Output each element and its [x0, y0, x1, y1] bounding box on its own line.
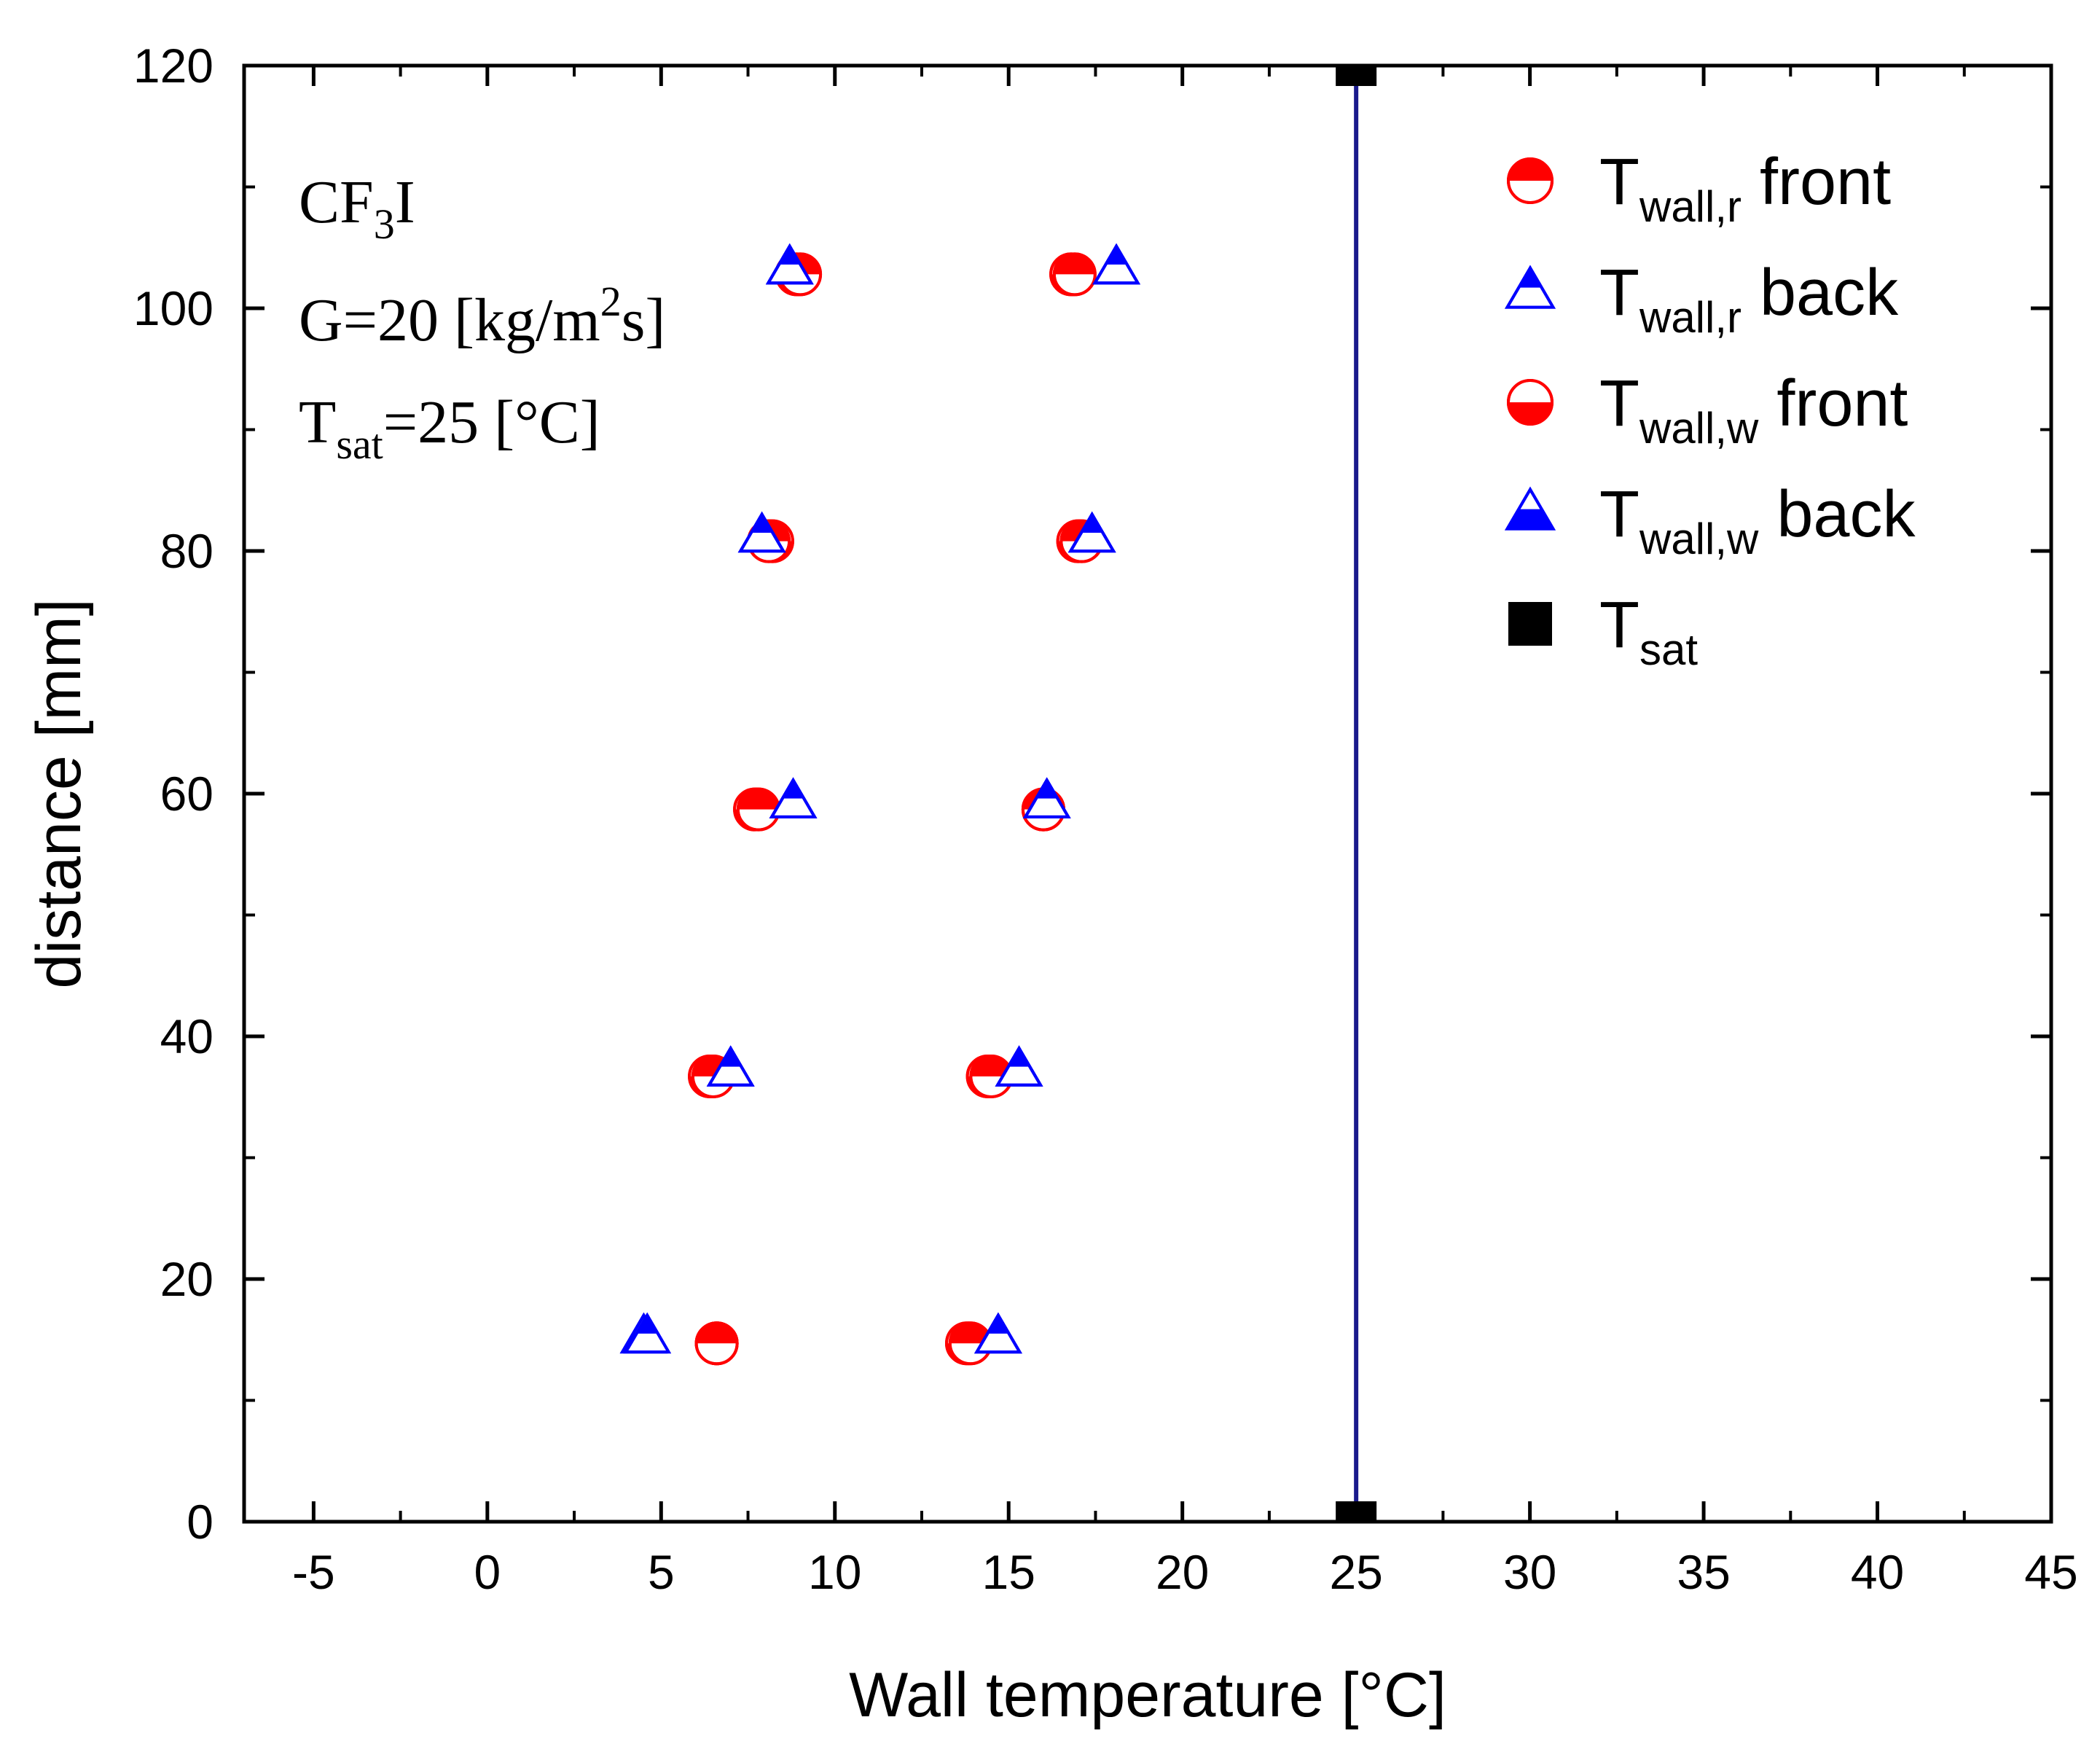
data-point: [1336, 66, 1377, 86]
x-tick-label: 25: [1329, 1545, 1382, 1599]
y-tick-label: 40: [160, 1009, 213, 1063]
legend-marker: [1507, 157, 1554, 204]
legend-item: Twall,r back: [1505, 257, 1899, 342]
data-point: [969, 1054, 1014, 1098]
legend-item: Tsat: [1508, 589, 1698, 674]
annotation-tsat: Tsat=25 [°C]: [299, 388, 600, 468]
x-tick-label: 15: [982, 1545, 1035, 1599]
legend-label: Twall,w back: [1599, 478, 1916, 563]
data-point: [765, 243, 814, 285]
data-point: [1092, 243, 1140, 285]
data-point: [1067, 511, 1116, 553]
data-point: [706, 1045, 755, 1087]
legend-item: Twall,r front: [1507, 146, 1891, 231]
legend-label: Twall,w front: [1599, 367, 1908, 453]
y-tick-label: 120: [133, 39, 213, 93]
x-tick-label: 35: [1677, 1545, 1730, 1599]
data-point: [948, 1321, 992, 1366]
legend-label: Twall,r front: [1599, 146, 1891, 231]
data-point: [737, 511, 786, 553]
legend-label: Tsat: [1599, 589, 1698, 674]
data-point: [694, 1321, 739, 1366]
annotation-mass-flux: G=20 [kg/m2s]: [299, 278, 665, 354]
data-point: [995, 1045, 1043, 1087]
x-tick-label: 0: [474, 1545, 501, 1599]
x-tick-label: 10: [808, 1545, 861, 1599]
x-tick-label: 20: [1156, 1545, 1209, 1599]
tick-labels: -5 0 5 10 15 20 25 30 35 40 45 0 20 40 60 80 100 120: [133, 39, 2078, 1599]
legend-marker: [1505, 265, 1556, 309]
series-1: [623, 243, 1140, 1354]
data-point: [1052, 252, 1097, 297]
legend-marker: [1508, 602, 1552, 646]
annotation-fluid: CF3I: [299, 168, 415, 248]
data-point: [769, 777, 818, 818]
legend-marker: [1507, 379, 1554, 426]
y-tick-label: 60: [160, 767, 213, 821]
x-tick-label: 45: [2024, 1545, 2077, 1599]
x-axis-title: Wall temperature [°C]: [849, 1660, 1446, 1730]
legend-marker: [1505, 486, 1556, 531]
y-tick-label: 20: [160, 1252, 213, 1306]
x-tick-label: -5: [292, 1545, 335, 1599]
x-tick-label: 5: [648, 1545, 675, 1599]
data-point: [1336, 1501, 1377, 1522]
plot-frame: [242, 63, 2053, 1524]
y-axis-title: distance [mm]: [24, 598, 94, 988]
data-point: [691, 1054, 735, 1098]
legend: Twall,r front Twall,r back Twall,w front Tw…: [1505, 146, 1916, 674]
x-tick-label: 30: [1503, 1545, 1556, 1599]
annotations: CF3I G=20 [kg/m2s] Tsat=25 [°C]: [299, 168, 665, 468]
y-tick-label: 100: [133, 281, 213, 335]
x-tick-label: 40: [1851, 1545, 1904, 1599]
series-4: [1336, 66, 1377, 1522]
y-tick-label: 80: [160, 524, 213, 578]
data-point: [1022, 777, 1071, 818]
data-point: [623, 1312, 672, 1354]
data-series: [619, 66, 1377, 1522]
legend-label: Twall,r back: [1599, 257, 1899, 342]
legend-item: Twall,w back: [1505, 478, 1916, 563]
data-point: [974, 1312, 1022, 1354]
data-point: [736, 787, 780, 832]
y-tick-label: 0: [187, 1495, 213, 1549]
legend-item: Twall,w front: [1507, 367, 1908, 453]
